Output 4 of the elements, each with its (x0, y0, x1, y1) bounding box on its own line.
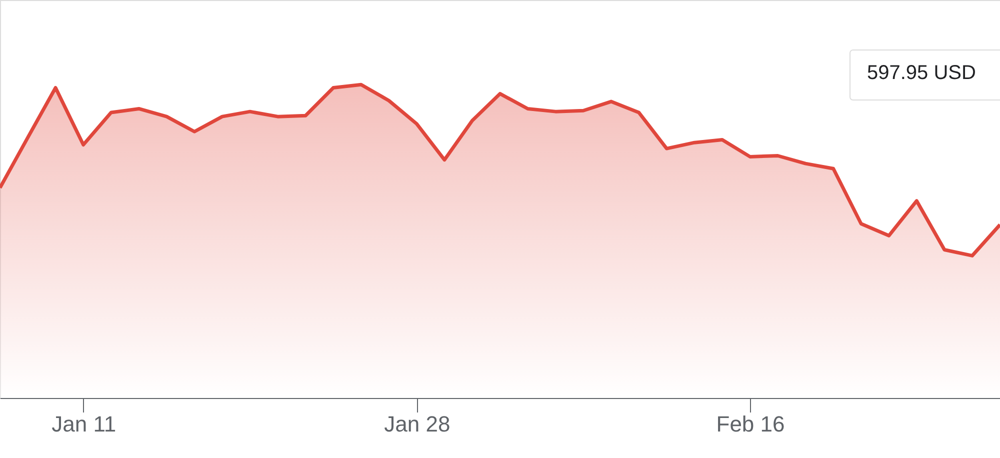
text: 597.95 USD (867, 62, 976, 84)
x-tick-label: Jan 28 (384, 412, 450, 436)
x-tick-label: Feb 16 (716, 412, 785, 436)
x-tick-label: Jan 11 (52, 412, 116, 436)
